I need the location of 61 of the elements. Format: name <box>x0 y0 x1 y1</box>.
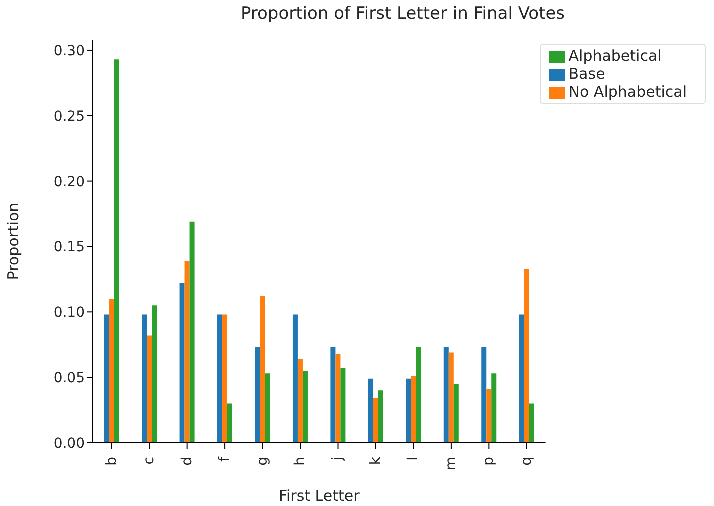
y-tick-label: 0.10 <box>54 305 85 322</box>
bar <box>524 268 530 443</box>
bar <box>180 283 185 443</box>
y-tick-label: 0.25 <box>54 108 85 125</box>
bar <box>114 60 120 443</box>
legend-label: No Alphabetical <box>568 83 687 101</box>
x-tick-label: p <box>481 456 498 466</box>
y-tick-label: 0.20 <box>54 174 85 190</box>
y-tick-label: 0.05 <box>54 370 85 387</box>
x-tick-label: g <box>254 457 271 466</box>
legend-label: Base <box>568 65 606 83</box>
x-tick-label: b <box>104 456 120 466</box>
bar <box>444 347 449 443</box>
bar <box>109 299 114 443</box>
bar <box>416 347 422 443</box>
y-tick-label: 0.00 <box>54 436 85 452</box>
bar <box>260 296 266 443</box>
x-tick-label: c <box>142 457 158 465</box>
legend-label: Alphabetical <box>568 47 662 65</box>
bar <box>411 376 416 443</box>
x-tick-label: d <box>179 457 196 466</box>
bar <box>104 314 110 443</box>
x-tick-label: q <box>518 457 535 466</box>
y-axis-title: Proportion <box>4 202 22 280</box>
x-tick-label: h <box>292 457 309 466</box>
bar <box>292 314 298 443</box>
bar <box>492 374 497 443</box>
bar <box>302 371 308 443</box>
bar <box>184 261 190 443</box>
bar <box>152 306 158 443</box>
bar <box>378 390 384 443</box>
bar <box>142 314 148 443</box>
x-tick-label: m <box>443 457 460 471</box>
y-tick-label: 0.30 <box>54 43 85 60</box>
x-tick-label: f <box>217 456 234 462</box>
bar <box>482 347 487 443</box>
bar <box>529 404 534 443</box>
bar <box>340 368 346 443</box>
bar <box>255 347 260 443</box>
bar <box>330 347 336 443</box>
bar <box>147 336 152 443</box>
bar <box>218 314 223 443</box>
bar <box>190 222 195 443</box>
bar <box>486 389 492 443</box>
bar <box>368 378 374 443</box>
bar <box>406 378 412 443</box>
x-axis-title: First Letter <box>278 487 361 505</box>
x-tick-label: k <box>368 456 384 466</box>
chart-title: Proportion of First Letter in Final Votes <box>240 4 566 24</box>
y-tick-label: 0.15 <box>54 240 85 256</box>
x-tick-label: l <box>406 457 422 461</box>
bar <box>448 352 454 443</box>
bar <box>373 398 378 443</box>
bar <box>228 404 233 443</box>
bar <box>336 354 341 443</box>
bar <box>454 384 459 443</box>
bar <box>298 359 303 443</box>
bar <box>222 314 228 443</box>
bar <box>265 374 270 443</box>
x-tick-label: j <box>330 457 346 462</box>
bar <box>519 314 524 443</box>
